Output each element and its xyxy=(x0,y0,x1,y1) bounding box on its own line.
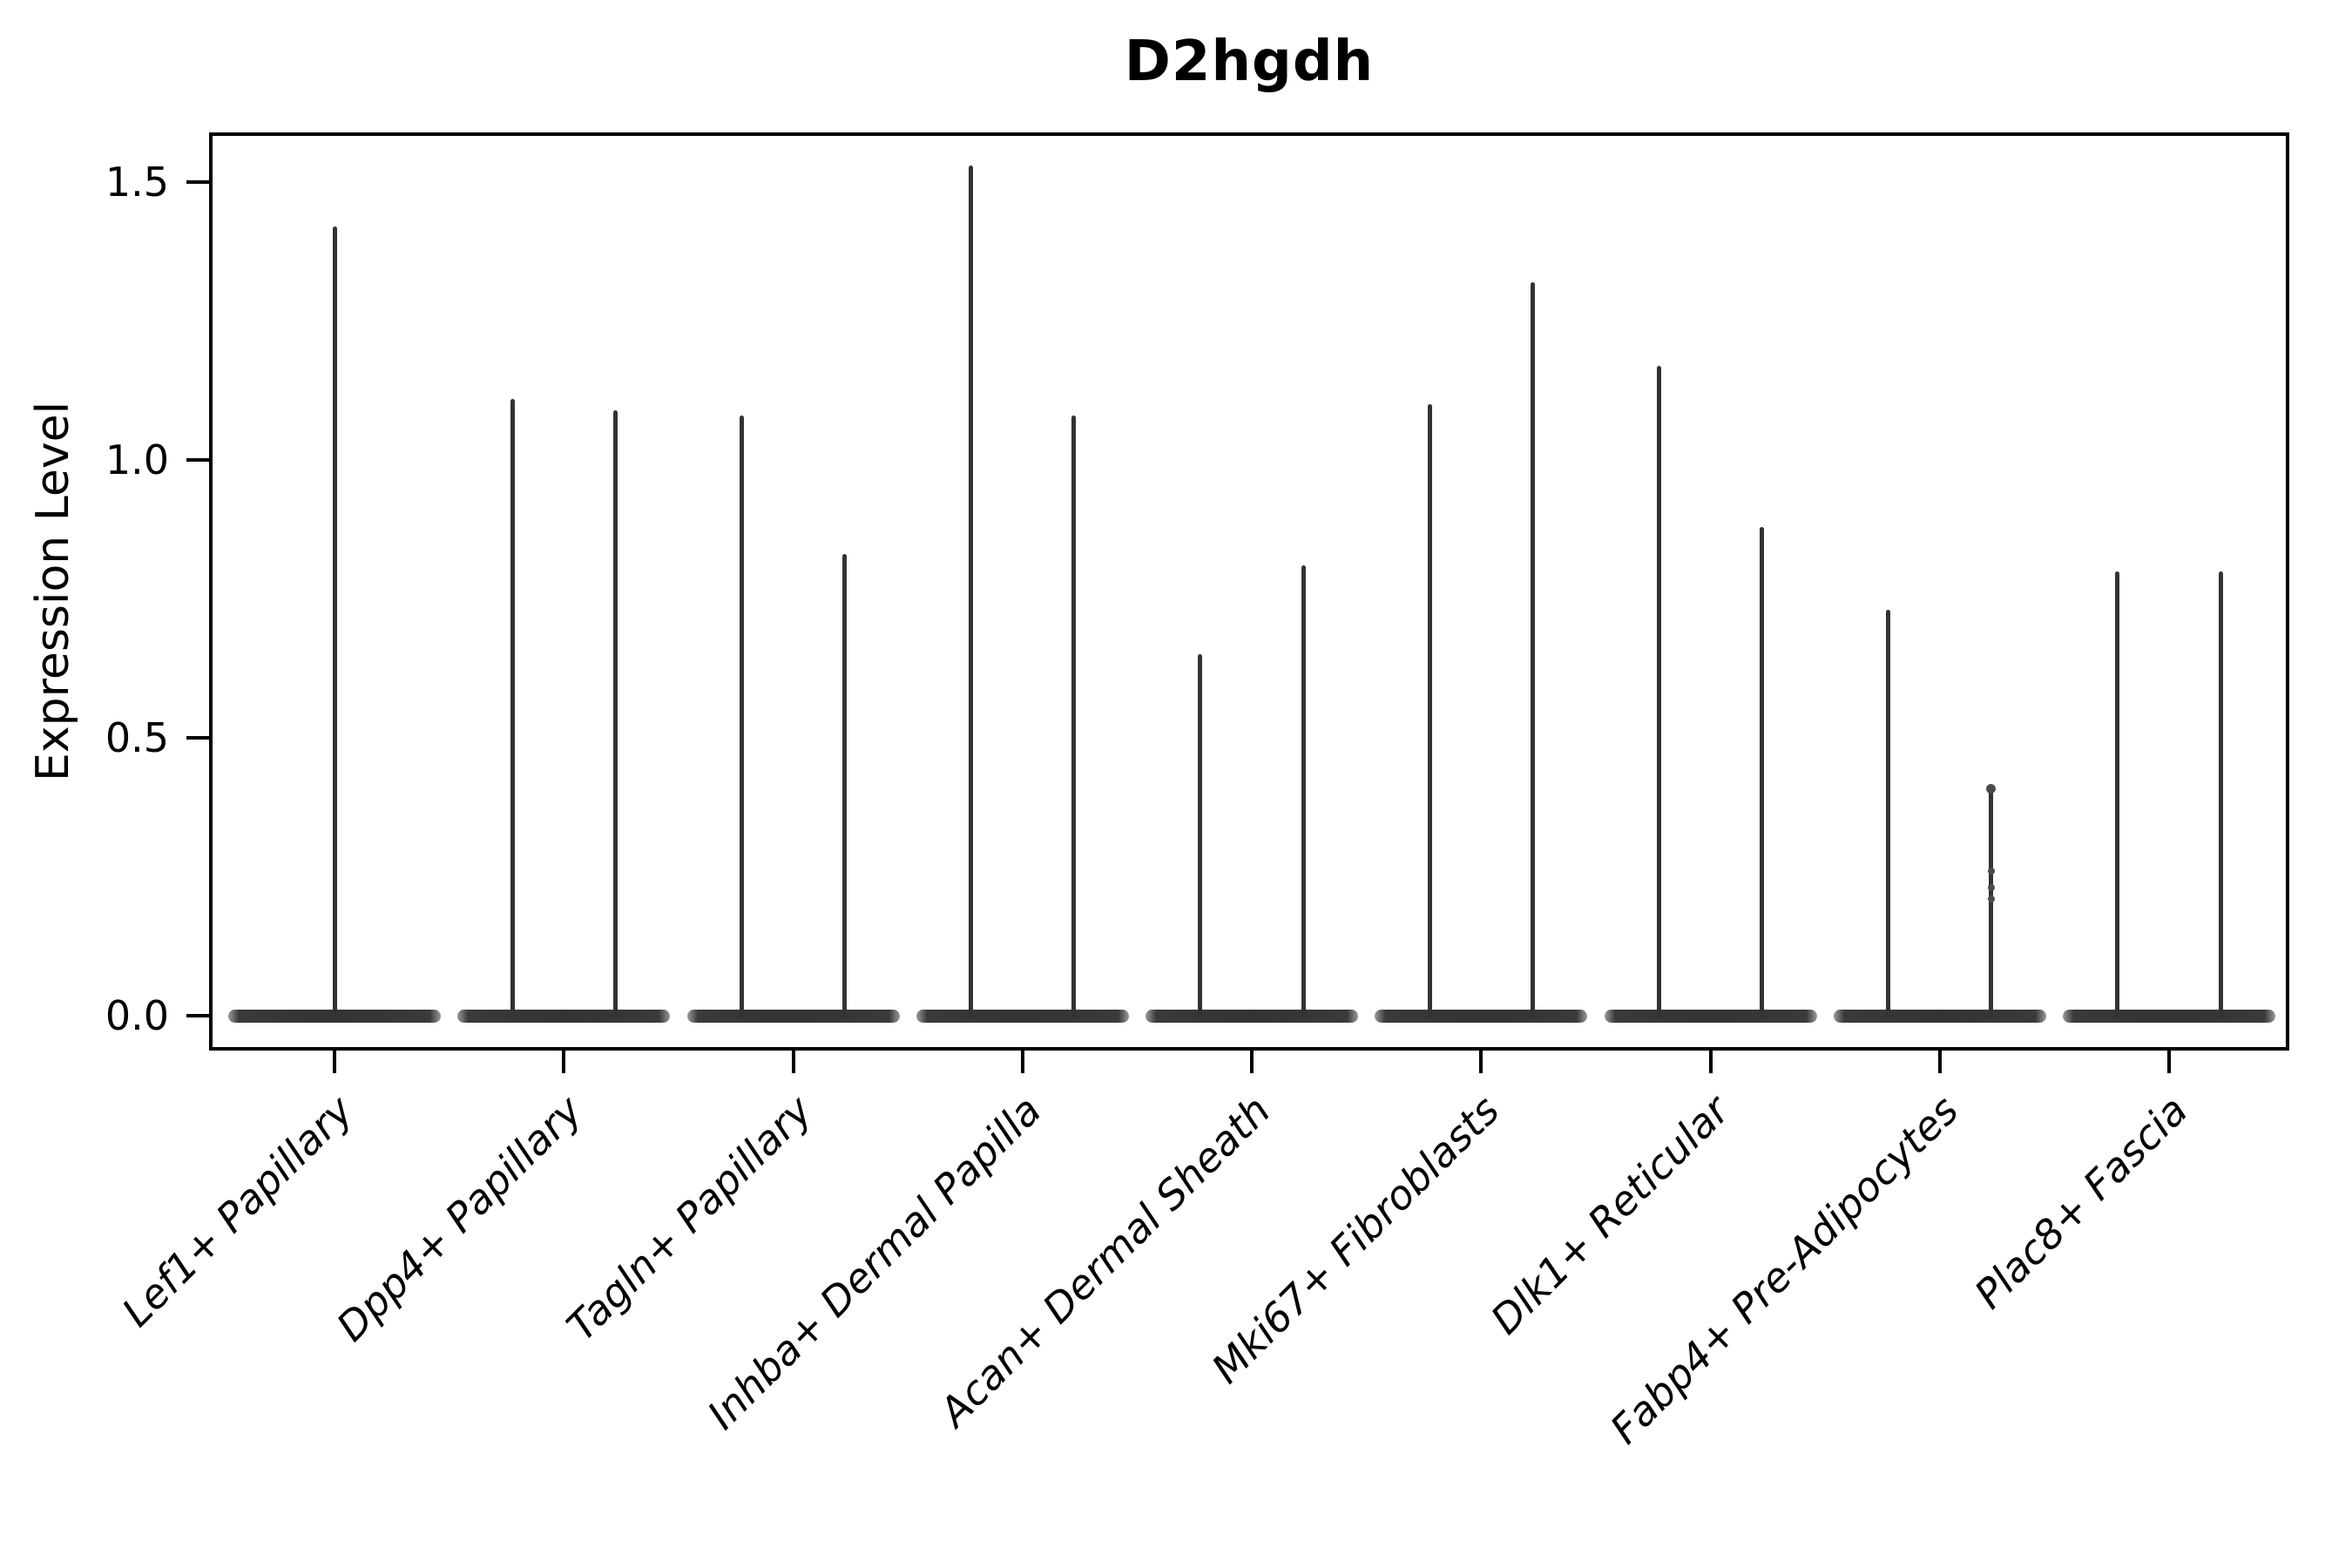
violin-spike xyxy=(1760,526,1765,1019)
chart-title: D2hgdh xyxy=(1124,30,1375,94)
violin-spike xyxy=(1989,787,1994,1019)
violin-body xyxy=(686,1009,900,1023)
violin-body xyxy=(1604,1009,1817,1023)
y-tick xyxy=(186,180,209,184)
violin-spike xyxy=(2218,571,2223,1019)
violin-spike xyxy=(510,398,515,1019)
violin-spike xyxy=(1886,610,1891,1019)
violin-body xyxy=(1146,1009,1358,1023)
violin-spike xyxy=(1656,365,1661,1019)
violin-spike xyxy=(2115,571,2120,1019)
x-tick xyxy=(1479,1051,1484,1073)
violin-max-point xyxy=(1986,784,1997,794)
violin-body xyxy=(1833,1009,2046,1023)
y-tick xyxy=(186,736,209,740)
y-tick-label: 1.0 xyxy=(105,436,169,483)
x-tick xyxy=(1708,1051,1713,1073)
violin-spike xyxy=(1427,404,1432,1019)
violin-spike xyxy=(332,226,337,1019)
violin-body xyxy=(457,1009,671,1023)
y-tick-label: 0.5 xyxy=(105,714,169,761)
x-tick xyxy=(2167,1051,2171,1073)
y-tick xyxy=(186,458,209,462)
violin-point xyxy=(1987,884,1995,892)
x-tick xyxy=(1937,1051,1942,1073)
violin-point xyxy=(1987,868,1995,875)
violin-spike xyxy=(1071,415,1077,1019)
violin-spike xyxy=(1198,654,1203,1019)
violin-spike xyxy=(1530,281,1535,1019)
violin-spike xyxy=(739,415,744,1019)
y-tick-label: 1.5 xyxy=(105,159,169,206)
violin-point xyxy=(1987,896,1995,903)
x-tick xyxy=(1020,1051,1024,1073)
x-tick xyxy=(1250,1051,1254,1073)
y-tick-label: 0.0 xyxy=(105,992,169,1039)
x-tick xyxy=(791,1051,795,1073)
x-tick xyxy=(562,1051,566,1073)
violin-spike xyxy=(612,409,618,1019)
violin-spike xyxy=(969,165,974,1019)
violin-body xyxy=(1375,1009,1588,1023)
violin-body xyxy=(916,1009,1129,1023)
violin-spike xyxy=(842,554,848,1019)
y-tick xyxy=(186,1014,209,1017)
violin-spike xyxy=(1301,565,1306,1019)
x-tick xyxy=(333,1051,336,1073)
violin-body xyxy=(2063,1009,2275,1023)
plot-area xyxy=(209,132,2289,1051)
